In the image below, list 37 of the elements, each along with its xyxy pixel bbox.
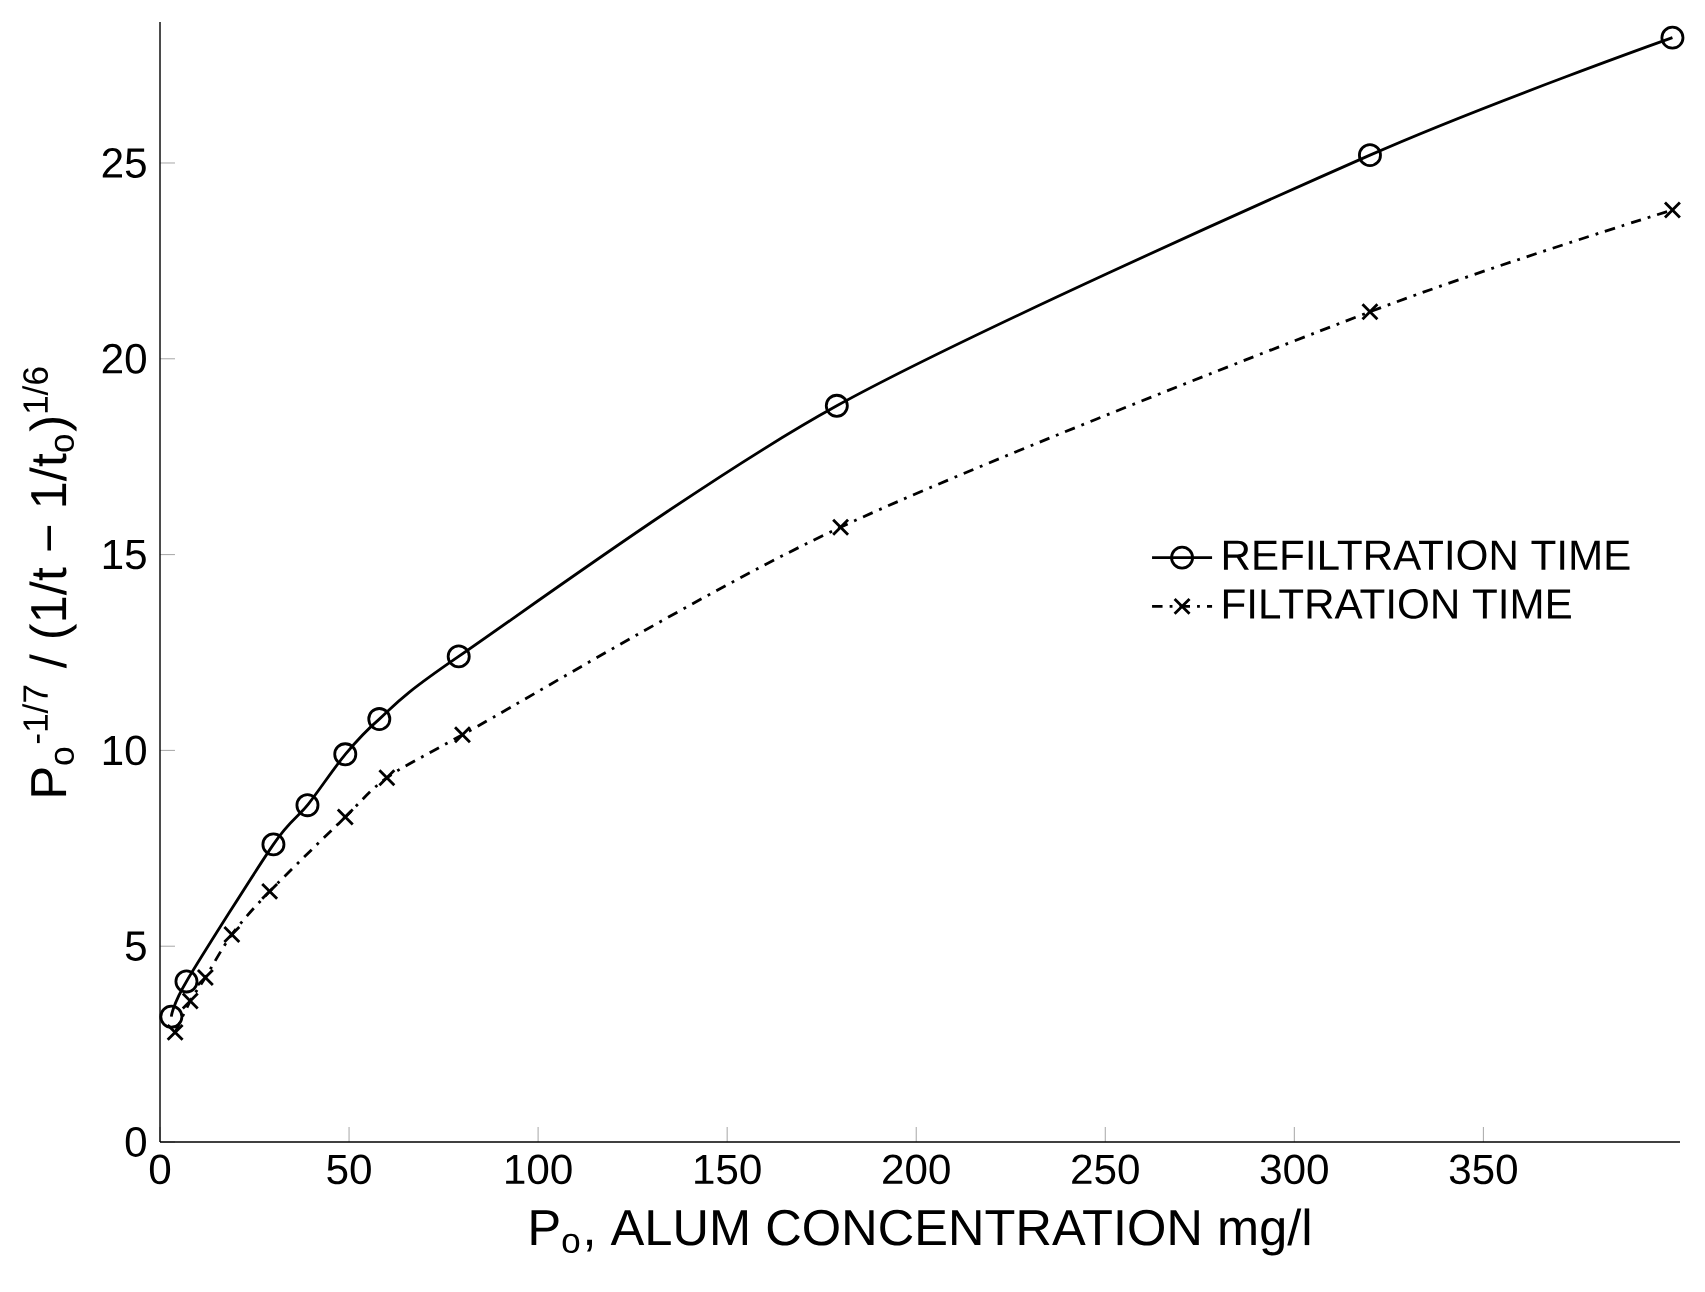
point <box>333 742 358 767</box>
x-axis-title: P$_{o}$, ALUM CONCENTRATION mg/l <box>531 1208 1310 1256</box>
y-tick-label: 5 <box>125 931 146 961</box>
point <box>261 832 286 857</box>
point <box>336 808 355 826</box>
y-tick-label: 0 <box>125 1127 146 1157</box>
point <box>295 793 320 818</box>
point <box>166 1023 184 1042</box>
point <box>831 518 850 537</box>
point <box>824 393 849 418</box>
x-tick-label: 250 <box>1072 1154 1139 1185</box>
point <box>159 1004 184 1029</box>
x-tick-label: 0 <box>149 1154 171 1185</box>
point <box>378 768 396 787</box>
y-tick-label: 20 <box>102 343 146 374</box>
y-tick-label: 25 <box>102 148 146 178</box>
x-tick-label: 350 <box>1449 1154 1517 1185</box>
x-tick-label: 100 <box>506 1154 572 1185</box>
x-tick-label: 50 <box>327 1154 371 1185</box>
y-axis-title: P$_{o}$$^{-1/7}$ / (1/t − 1/t$_{o}$)$^{1/6}$ <box>22 367 77 796</box>
point <box>446 644 471 669</box>
point <box>367 707 392 732</box>
point <box>453 725 472 744</box>
legend-label: REFILTRATION TIME <box>1223 540 1630 571</box>
x-tick-label: 300 <box>1260 1154 1328 1185</box>
point <box>222 925 241 944</box>
y-tick-label: 10 <box>103 735 146 766</box>
point <box>181 992 200 1010</box>
point <box>1660 25 1685 50</box>
point <box>260 882 279 901</box>
point <box>1358 143 1382 168</box>
y-tick-label: 15 <box>103 539 146 570</box>
x-tick-label: 150 <box>695 1154 761 1185</box>
point <box>1663 201 1682 219</box>
x-tick-label: 200 <box>883 1154 950 1185</box>
point <box>1361 302 1379 321</box>
legend-label: FILTRATION TIME <box>1223 589 1571 619</box>
